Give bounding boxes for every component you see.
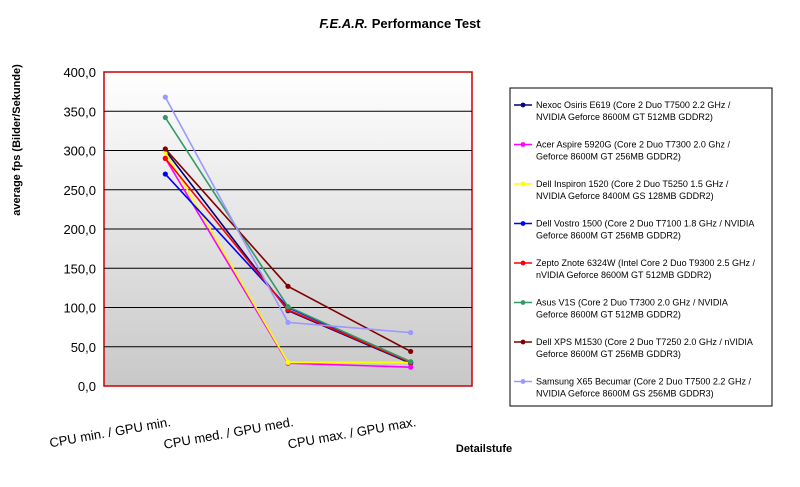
- series-lines: [162, 94, 414, 370]
- legend-label: Dell Vostro 1500 (Core 2 Duo T7100 1.8 G…: [536, 219, 754, 241]
- legend-label: Acer Aspire 5920G (Core 2 Duo T7300 2.0 …: [536, 140, 730, 162]
- legend-swatch-marker: [520, 379, 526, 384]
- legend-label: Asus V1S (Core 2 Duo T7300 2.0 GHz / NVI…: [536, 298, 728, 320]
- legend-entry: Asus V1S (Core 2 Duo T7300 2.0 GHz / NVI…: [514, 298, 728, 320]
- legend-label: Zepto Znote 6324W (Intel Core 2 Duo T930…: [536, 258, 755, 280]
- data-point: [162, 146, 168, 152]
- legend-entry: Samsung X65 Becumar (Core 2 Duo T7500 2.…: [514, 377, 751, 399]
- y-tick-label: 50,0: [71, 340, 96, 355]
- legend-swatch-marker: [520, 102, 526, 108]
- legend-label: Samsung X65 Becumar (Core 2 Duo T7500 2.…: [536, 377, 751, 399]
- y-tick-label: 0,0: [78, 379, 96, 394]
- data-point: [408, 330, 414, 336]
- legend-entries: Nexoc Osiris E619 (Core 2 Duo T7500 2.2 …: [514, 100, 755, 399]
- y-tick-label: 300,0: [63, 144, 96, 159]
- series-8: [162, 94, 414, 336]
- legend-swatch-marker: [520, 181, 526, 187]
- y-tick-label: 250,0: [63, 183, 96, 198]
- data-point: [285, 319, 291, 326]
- data-point: [285, 283, 291, 289]
- chart-title: F.E.A.R. Performance Test: [319, 16, 481, 31]
- legend-swatch-marker: [520, 339, 526, 345]
- legend: [509, 87, 773, 407]
- grid-lines: [104, 110, 472, 348]
- legend-entry: Zepto Znote 6324W (Intel Core 2 Duo T930…: [514, 258, 755, 280]
- x-tick-label: CPU med. / GPU med.: [162, 414, 294, 452]
- data-point: [162, 155, 168, 161]
- data-point: [162, 114, 168, 121]
- y-tick-label: 150,0: [63, 261, 96, 276]
- data-point: [162, 171, 168, 177]
- x-tick-label: CPU min. / GPU min.: [48, 414, 172, 450]
- chart-title-suffix: Performance Test: [372, 16, 482, 31]
- y-tick-label: 100,0: [63, 301, 96, 316]
- data-point: [162, 94, 168, 100]
- x-axis: CPU min. / GPU min.CPU med. / GPU med.CP…: [48, 414, 417, 452]
- y-tick-label: 400,0: [63, 65, 96, 80]
- legend-entry: Dell XPS M1530 (Core 2 Duo T7250 2.0 GHz…: [514, 337, 753, 359]
- legend-entry: Dell Vostro 1500 (Core 2 Duo T7100 1.8 G…: [514, 219, 754, 241]
- x-axis-label: Detailstufe: [456, 443, 512, 455]
- y-axis-label: average fps (Bilder/Sekunde): [11, 64, 23, 216]
- data-point: [408, 359, 414, 365]
- chart-title-prefix: F.E.A.R.: [319, 16, 367, 31]
- legend-label: Nexoc Osiris E619 (Core 2 Duo T7500 2.2 …: [536, 100, 731, 122]
- data-point: [285, 304, 291, 310]
- legend-swatch-marker: [520, 300, 526, 305]
- legend-entry: Acer Aspire 5920G (Core 2 Duo T7300 2.0 …: [514, 140, 730, 162]
- legend-entry: Nexoc Osiris E619 (Core 2 Duo T7500 2.2 …: [514, 100, 731, 122]
- legend-entry: Dell Inspiron 1520 (Core 2 Duo T5250 1.5…: [514, 179, 729, 201]
- x-tick-label: CPU max. / GPU max.: [287, 414, 418, 451]
- y-tick-label: 200,0: [63, 222, 96, 237]
- y-axis: 0,0 50,0 100,0 150,0 200,0 250,0 300,0 350,0 400…: [63, 65, 96, 394]
- legend-label: Dell Inspiron 1520 (Core 2 Duo T5250 1.5…: [536, 179, 729, 201]
- data-point: [408, 364, 414, 370]
- legend-swatch-marker: [520, 142, 526, 147]
- data-point: [285, 359, 291, 366]
- legend-label: Dell XPS M1530 (Core 2 Duo T7250 2.0 GHz…: [536, 337, 753, 359]
- y-tick-label: 350,0: [63, 104, 96, 119]
- legend-swatch-marker: [520, 221, 526, 226]
- data-point: [408, 348, 414, 355]
- series-6: [162, 114, 414, 365]
- legend-swatch-marker: [520, 260, 526, 266]
